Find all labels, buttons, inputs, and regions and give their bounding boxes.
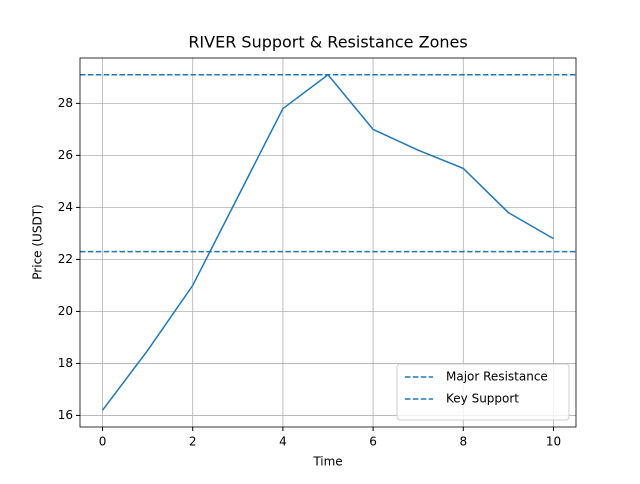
x-tick-label: 4 xyxy=(279,435,287,449)
legend-label: Major Resistance xyxy=(446,370,548,384)
y-tick-label: 18 xyxy=(58,356,73,370)
y-tick-label: 26 xyxy=(58,148,73,162)
legend-label: Key Support xyxy=(446,392,519,406)
x-tick-label: 0 xyxy=(99,435,107,449)
y-tick-label: 16 xyxy=(58,408,73,422)
x-tick-label: 6 xyxy=(369,435,377,449)
x-tick-label: 8 xyxy=(459,435,467,449)
y-axis-label: Price (USDT) xyxy=(31,204,45,279)
y-tick-label: 22 xyxy=(58,252,73,266)
y-tick-label: 20 xyxy=(58,304,73,318)
x-tick-label: 2 xyxy=(189,435,197,449)
y-tick-label: 24 xyxy=(58,200,73,214)
axes-frame xyxy=(79,57,577,428)
legend-box xyxy=(396,363,570,421)
x-tick-label: 10 xyxy=(546,435,561,449)
x-axis-label: Time xyxy=(312,455,342,469)
y-tick-label: 28 xyxy=(58,96,73,110)
chart-title: RIVER Support & Resistance Zones xyxy=(188,33,467,52)
